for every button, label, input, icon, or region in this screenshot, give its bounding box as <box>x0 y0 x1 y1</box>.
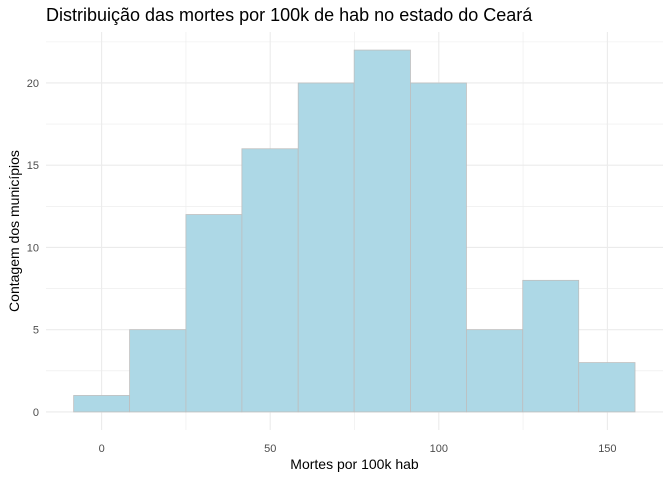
histogram-bar <box>73 395 131 413</box>
chart-title: Distribuição das mortes por 100k de hab … <box>46 5 533 25</box>
histogram-bar <box>466 329 524 413</box>
y-axis-ticks: 0 5 10 15 20 <box>27 78 39 419</box>
x-axis-title: Mortes por 100k hab <box>290 456 419 472</box>
x-tick-label: 50 <box>264 443 276 455</box>
y-tick-label: 20 <box>27 78 39 90</box>
x-axis-ticks: 0 50 100 150 <box>99 443 617 455</box>
histogram-bar <box>353 49 411 413</box>
y-tick-label: 0 <box>33 407 39 419</box>
x-tick-label: 0 <box>99 443 105 455</box>
histogram-bar <box>185 214 243 413</box>
bars <box>73 49 636 413</box>
x-tick-label: 150 <box>598 443 616 455</box>
y-tick-label: 10 <box>27 242 39 254</box>
y-axis-title: Contagem dos municípios <box>6 150 22 312</box>
y-tick-label: 15 <box>27 160 39 172</box>
histogram-bar <box>410 82 467 413</box>
y-tick-label: 5 <box>33 325 39 337</box>
histogram-bar <box>241 148 299 413</box>
x-tick-label: 100 <box>430 443 448 455</box>
histogram-bar <box>578 362 636 413</box>
histogram-bar <box>522 279 580 413</box>
histogram-bar <box>297 82 355 413</box>
histogram-bar <box>129 329 187 413</box>
